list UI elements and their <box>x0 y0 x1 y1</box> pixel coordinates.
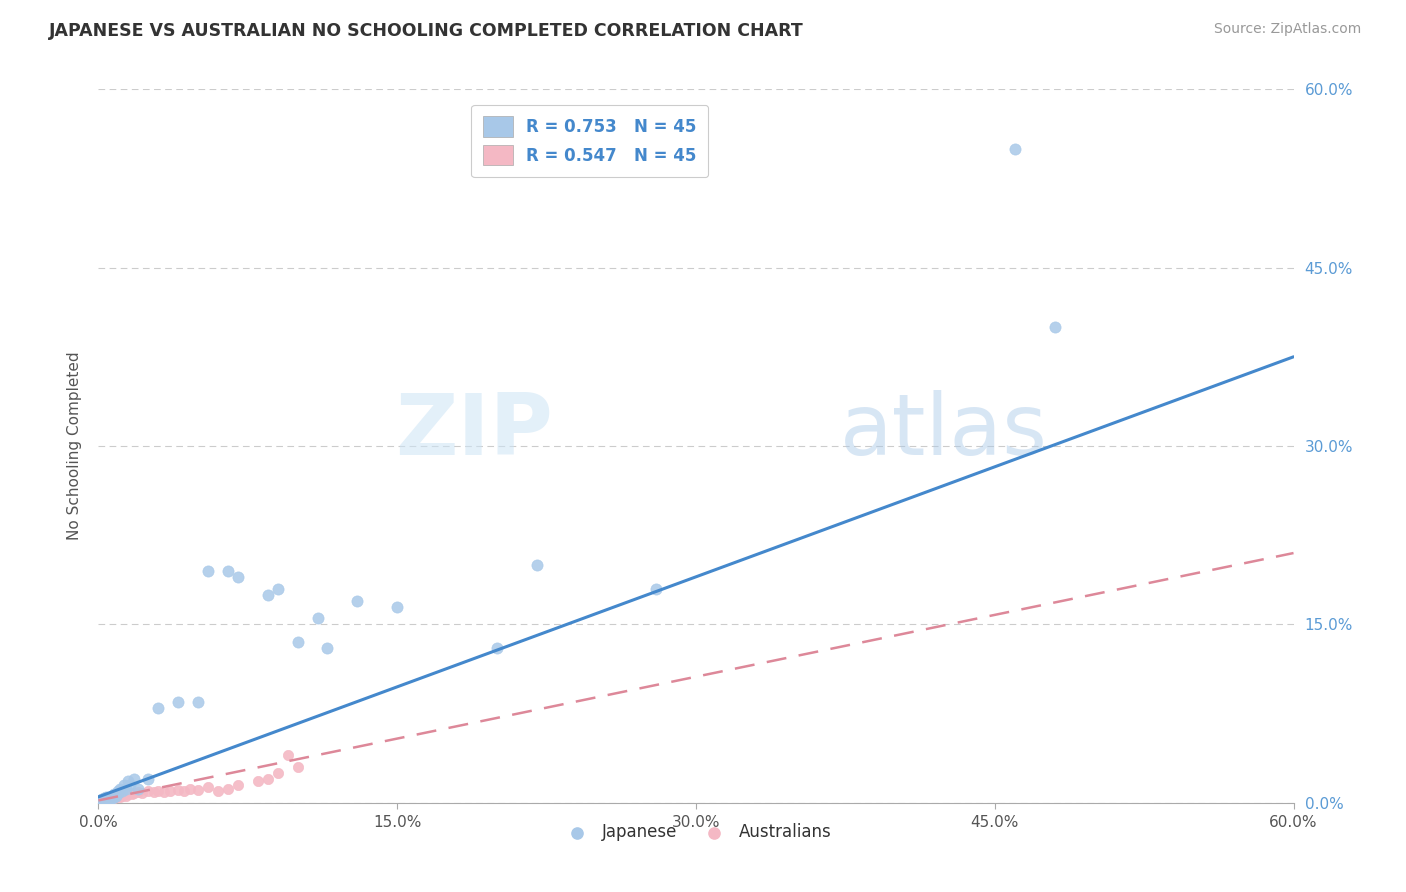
Point <box>107 789 129 803</box>
Point <box>112 788 135 802</box>
Legend: Japanese, Australians: Japanese, Australians <box>554 817 838 848</box>
Point <box>117 788 139 802</box>
Point <box>127 781 149 796</box>
Point <box>267 582 290 596</box>
Point <box>167 782 190 797</box>
Point <box>267 766 290 780</box>
Point <box>97 791 120 805</box>
Point <box>226 570 249 584</box>
Point <box>187 695 209 709</box>
Point <box>105 789 128 803</box>
Point <box>89 795 111 809</box>
Point <box>197 564 219 578</box>
Point <box>91 793 114 807</box>
Point <box>385 599 409 614</box>
Point <box>117 774 139 789</box>
Point <box>115 781 138 796</box>
Text: JAPANESE VS AUSTRALIAN NO SCHOOLING COMPLETED CORRELATION CHART: JAPANESE VS AUSTRALIAN NO SCHOOLING COMP… <box>49 22 804 40</box>
Point <box>179 781 201 796</box>
Point <box>111 789 134 803</box>
Point <box>110 789 132 804</box>
Point <box>148 784 170 798</box>
Point <box>277 748 299 763</box>
Point <box>91 792 114 806</box>
Point <box>307 611 329 625</box>
Point <box>187 782 209 797</box>
Point <box>96 789 118 804</box>
Text: atlas: atlas <box>839 390 1047 474</box>
Point <box>148 700 170 714</box>
Point <box>98 792 122 806</box>
Point <box>97 793 120 807</box>
Point <box>316 641 339 656</box>
Point <box>107 786 129 800</box>
Text: Source: ZipAtlas.com: Source: ZipAtlas.com <box>1213 22 1361 37</box>
Point <box>96 792 118 806</box>
Point <box>287 760 309 774</box>
Point <box>91 795 114 809</box>
Point <box>121 788 143 802</box>
Point <box>103 791 125 805</box>
Point <box>101 789 124 804</box>
Point <box>103 789 125 804</box>
Point <box>197 780 219 795</box>
Point <box>101 789 124 803</box>
Point <box>173 784 195 798</box>
Point <box>98 792 122 806</box>
Point <box>97 791 120 805</box>
Point <box>287 635 309 649</box>
Point <box>131 786 153 800</box>
Point <box>645 582 668 596</box>
Point <box>1043 320 1066 334</box>
Point <box>256 772 278 786</box>
Point <box>246 774 269 789</box>
Point <box>167 695 190 709</box>
Point <box>217 781 239 796</box>
Text: ZIP: ZIP <box>395 390 553 474</box>
Point <box>112 778 135 792</box>
Y-axis label: No Schooling Completed: No Schooling Completed <box>67 351 83 541</box>
Point <box>136 784 159 798</box>
Point <box>96 792 118 806</box>
Point <box>93 793 115 807</box>
Point <box>526 558 548 572</box>
Point <box>103 788 125 802</box>
Point <box>346 593 368 607</box>
Point <box>98 789 122 804</box>
Point <box>217 564 239 578</box>
Point <box>120 786 142 800</box>
Point <box>98 791 122 805</box>
Point <box>110 781 132 796</box>
Point <box>159 784 181 798</box>
Point <box>93 793 115 807</box>
Point <box>91 795 114 809</box>
Point <box>120 778 142 792</box>
Point <box>93 791 115 805</box>
Point <box>101 791 124 805</box>
Point <box>143 785 166 799</box>
Point <box>89 793 111 807</box>
Point <box>124 772 146 786</box>
Point <box>93 792 115 806</box>
Point <box>127 785 149 799</box>
Point <box>226 778 249 792</box>
Point <box>101 791 124 805</box>
Point <box>107 784 129 798</box>
Point <box>96 793 118 807</box>
Point <box>207 784 229 798</box>
Point <box>485 641 508 656</box>
Point <box>115 789 138 803</box>
Point <box>111 784 134 798</box>
Point <box>136 772 159 786</box>
Point <box>256 588 278 602</box>
Point <box>103 789 125 804</box>
Point <box>1004 142 1026 156</box>
Point <box>105 789 128 804</box>
Point <box>124 786 146 800</box>
Point <box>97 792 120 806</box>
Point <box>153 785 176 799</box>
